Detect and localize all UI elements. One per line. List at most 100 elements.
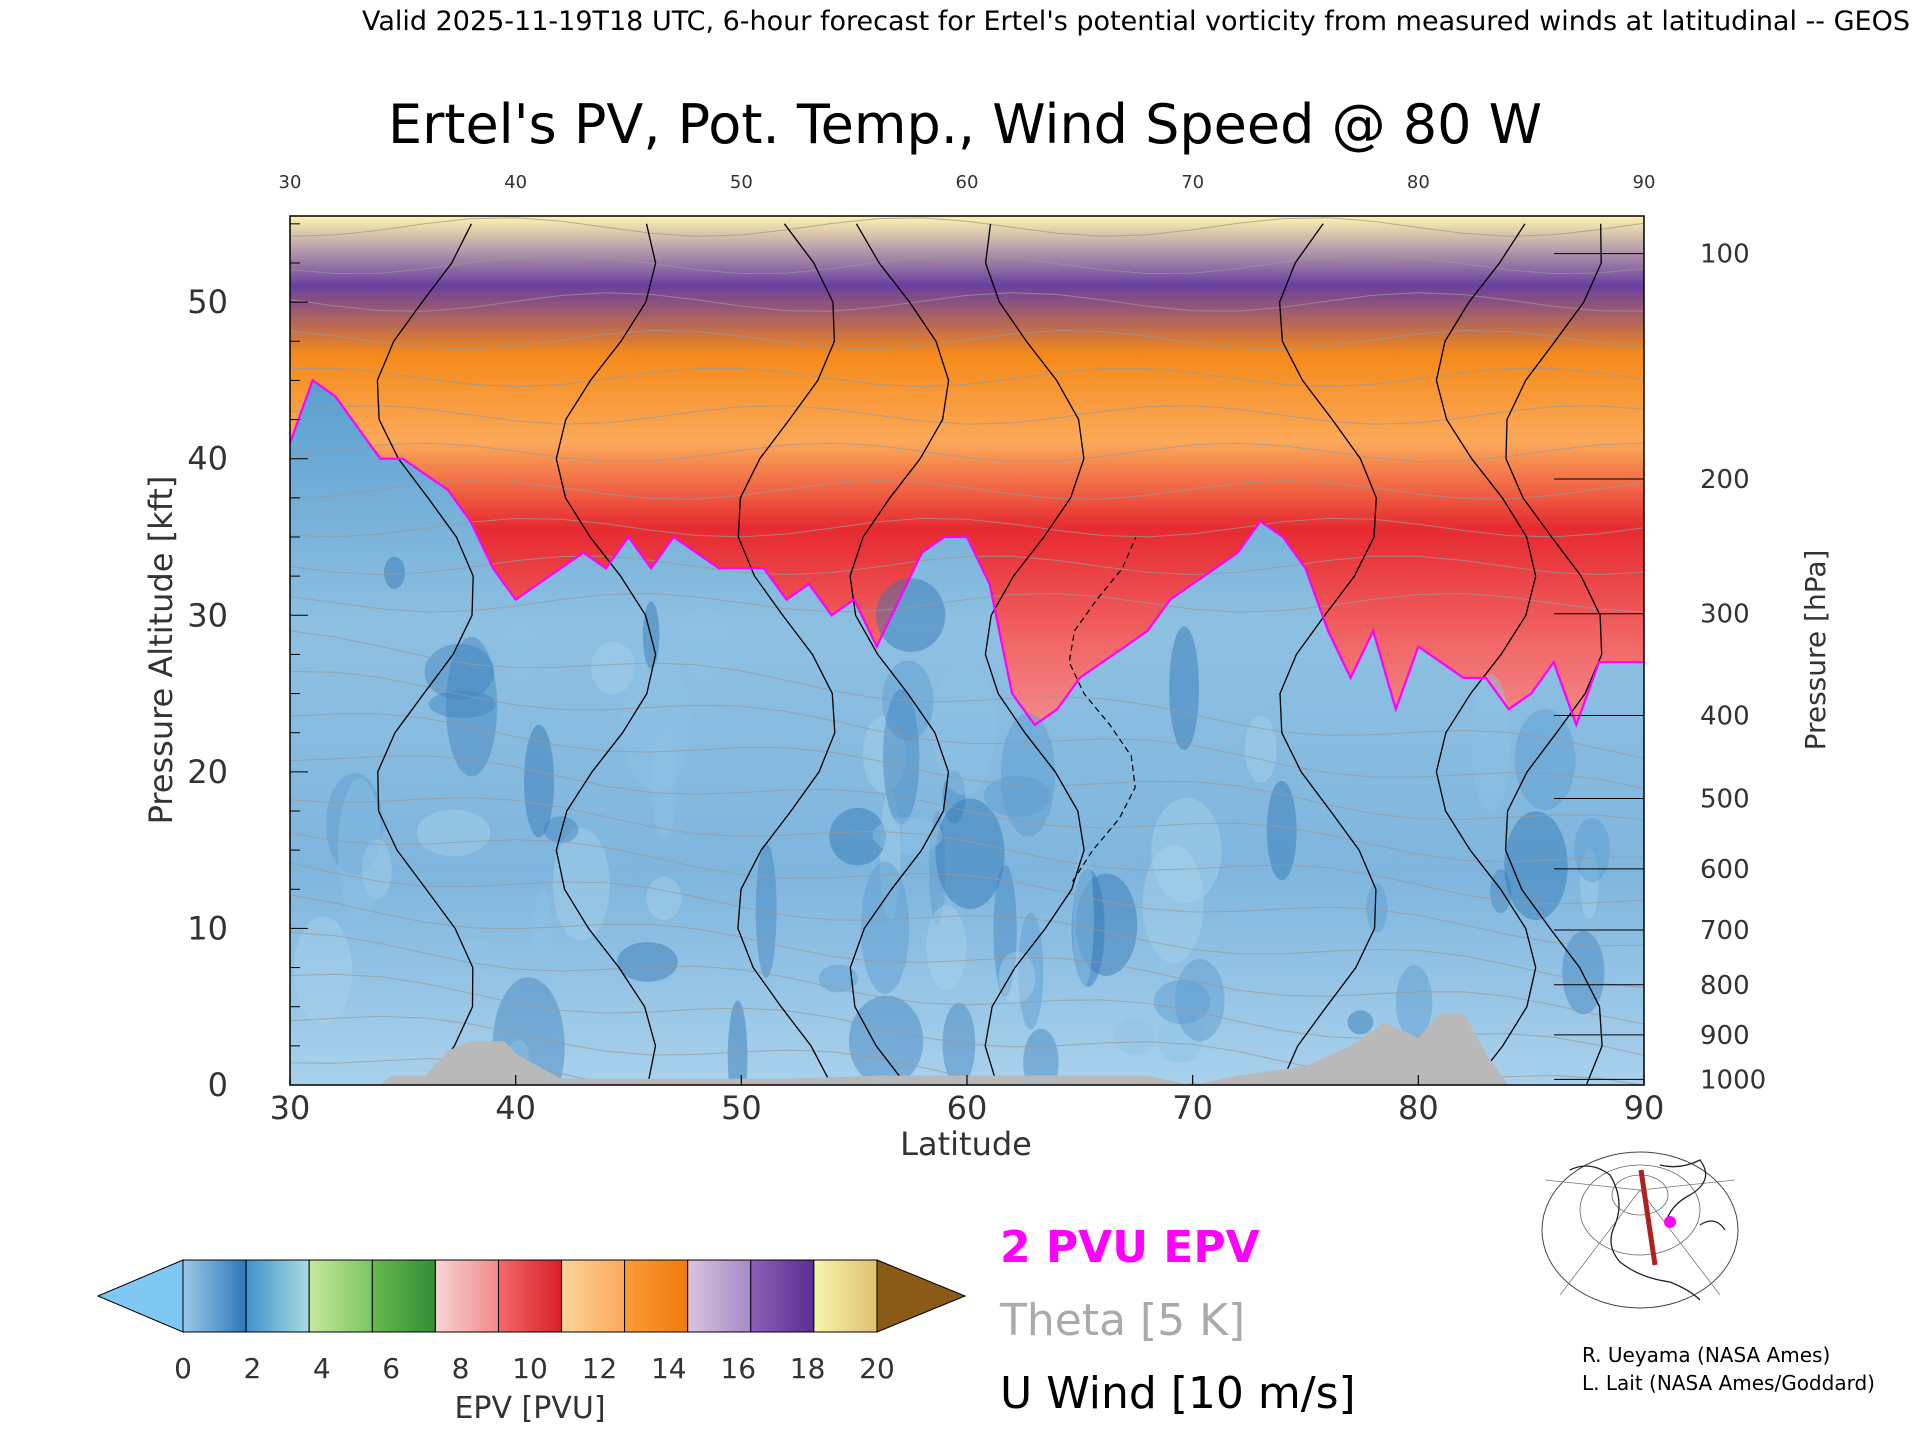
colorbar: 0 2 4 6 8 10 12 14 16 18 20 bbox=[96, 1259, 967, 1385]
troposphere-texture-patch bbox=[617, 942, 678, 982]
troposphere-texture-patch bbox=[361, 839, 392, 899]
y-axis-right: 1000 900 800 700 600 500 400 300 200 100 bbox=[1554, 240, 1766, 1095]
x-tick-label: 40 bbox=[495, 1089, 536, 1127]
u-wind-contour bbox=[376, 223, 474, 1085]
troposphere-texture-patch bbox=[1562, 931, 1605, 1015]
colorbar-segment bbox=[687, 1259, 752, 1333]
colorbar-segment bbox=[434, 1259, 499, 1333]
troposphere-texture-patch bbox=[1514, 709, 1576, 810]
inset-map bbox=[1540, 1150, 1740, 1310]
troposphere-texture-patch bbox=[1347, 1010, 1374, 1035]
theta-contour bbox=[290, 217, 1644, 237]
troposphere-texture-patch bbox=[860, 861, 910, 994]
inset-map-meridian bbox=[1639, 1179, 1736, 1191]
theta-contour bbox=[290, 292, 1644, 312]
troposphere-texture-patch bbox=[533, 888, 552, 984]
troposphere-texture-patch bbox=[1366, 883, 1388, 933]
troposphere-fill bbox=[290, 380, 1644, 1085]
u-wind-contour bbox=[555, 223, 657, 1085]
colorbar-under-arrow bbox=[96, 1259, 184, 1333]
colorbar-segment bbox=[182, 1259, 247, 1333]
x-top-tick-label: 30 bbox=[279, 172, 302, 193]
y-axis-left: 0 10 20 30 40 50 bbox=[187, 223, 308, 1104]
y-right-tick-label: 700 bbox=[1700, 916, 1750, 946]
legend-theta: Theta [5 K] bbox=[999, 1295, 1245, 1346]
troposphere-texture-patch bbox=[445, 636, 498, 777]
troposphere-texture-patch bbox=[416, 809, 491, 857]
u-wind-contours bbox=[376, 223, 1603, 1085]
u-wind-contour bbox=[1435, 223, 1537, 1085]
theta-contour bbox=[290, 329, 1644, 350]
troposphere-texture-patch bbox=[818, 964, 858, 993]
troposphere-texture-patch bbox=[1169, 626, 1199, 750]
inset-map-meridian bbox=[1639, 1189, 1721, 1296]
plot-area bbox=[290, 216, 1644, 1085]
y-right-tick-label: 1000 bbox=[1700, 1065, 1766, 1095]
theta-contours bbox=[290, 217, 1644, 1085]
troposphere-texture-patch bbox=[1000, 713, 1056, 837]
theta-contour bbox=[290, 517, 1644, 538]
x-axis-top: 30 40 50 60 70 80 90 bbox=[279, 172, 1656, 193]
inset-map-meridian bbox=[1559, 1189, 1641, 1296]
header-valid-line: Valid 2025-11-19T18 UTC, 6-hour forecast… bbox=[362, 6, 1910, 37]
y-right-tick-label: 900 bbox=[1700, 1021, 1750, 1051]
troposphere-texture-patch bbox=[524, 724, 554, 838]
colorbar-segment bbox=[498, 1259, 563, 1333]
troposphere-texture-patch bbox=[1490, 869, 1512, 914]
troposphere-texture-patch bbox=[543, 816, 579, 843]
theta-contour bbox=[290, 555, 1644, 576]
troposphere-texture-patch bbox=[879, 790, 901, 920]
troposphere-texture-patch bbox=[926, 905, 967, 991]
theta-contour bbox=[290, 592, 1644, 613]
colorbar-segment bbox=[813, 1259, 878, 1333]
theta-contour bbox=[290, 480, 1644, 500]
y-tick-label: 50 bbox=[187, 283, 228, 321]
colorbar-tick-label: 4 bbox=[313, 1352, 331, 1385]
troposphere-texture-patch bbox=[552, 828, 610, 941]
troposphere-texture-patch bbox=[1580, 848, 1599, 920]
troposphere-texture-patch bbox=[993, 864, 1017, 997]
theta-contour bbox=[290, 862, 1644, 989]
colorbar-tick-label: 2 bbox=[243, 1352, 261, 1385]
troposphere-texture-patch bbox=[1244, 715, 1277, 783]
colorbar-segment bbox=[561, 1259, 626, 1333]
troposphere-texture-patch bbox=[883, 689, 920, 825]
troposphere-texture-patch bbox=[876, 578, 946, 652]
troposphere-texture-patch bbox=[929, 810, 946, 926]
x-tick-label: 80 bbox=[1398, 1089, 1439, 1127]
troposphere-texture-patch bbox=[935, 798, 1005, 910]
y-right-tick-label: 400 bbox=[1700, 701, 1750, 731]
troposphere-texture-patch bbox=[384, 556, 405, 589]
troposphere-texture-patch bbox=[1504, 811, 1568, 921]
troposphere-texture-patch bbox=[293, 916, 353, 1025]
troposphere-texture-patch bbox=[1266, 780, 1297, 881]
u-wind-contour bbox=[1504, 223, 1603, 1085]
troposphere-texture-patch bbox=[932, 661, 996, 796]
troposphere-texture-patch bbox=[622, 651, 690, 792]
u-wind-contour bbox=[984, 223, 1085, 1085]
troposphere-texture-patch bbox=[1023, 1028, 1059, 1085]
u-wind-contour bbox=[1278, 223, 1377, 1085]
colorbar-tick-label: 18 bbox=[790, 1352, 826, 1385]
colorbar-segment bbox=[308, 1259, 373, 1333]
troposphere-texture-patch bbox=[499, 626, 543, 679]
troposphere-texture-patch bbox=[1114, 1018, 1155, 1056]
troposphere-texture-patch bbox=[983, 775, 1051, 817]
u-wind-contour-negative bbox=[1068, 536, 1137, 882]
y-tick-label: 40 bbox=[187, 440, 228, 478]
credit-line-2: L. Lait (NASA Ames/Goddard) bbox=[1582, 1371, 1875, 1395]
colorbar-segment bbox=[624, 1259, 689, 1333]
x-tick-label: 70 bbox=[1172, 1089, 1213, 1127]
colorbar-segment bbox=[245, 1259, 310, 1333]
y-axis-right-label: Pressure [hPa] bbox=[1799, 550, 1832, 751]
theta-contour bbox=[290, 832, 1644, 947]
y-right-tick-label: 200 bbox=[1700, 465, 1750, 495]
x-tick-label: 90 bbox=[1624, 1089, 1665, 1127]
inset-map-circle bbox=[1541, 1151, 1739, 1309]
surface-topography bbox=[290, 1013, 1644, 1085]
x-axis-label: Latitude bbox=[900, 1125, 1032, 1163]
troposphere-texture-patch bbox=[942, 1002, 976, 1085]
troposphere-texture-patch bbox=[1153, 979, 1211, 1024]
x-top-tick-label: 60 bbox=[956, 172, 979, 193]
troposphere-texture-patch bbox=[1574, 817, 1611, 883]
